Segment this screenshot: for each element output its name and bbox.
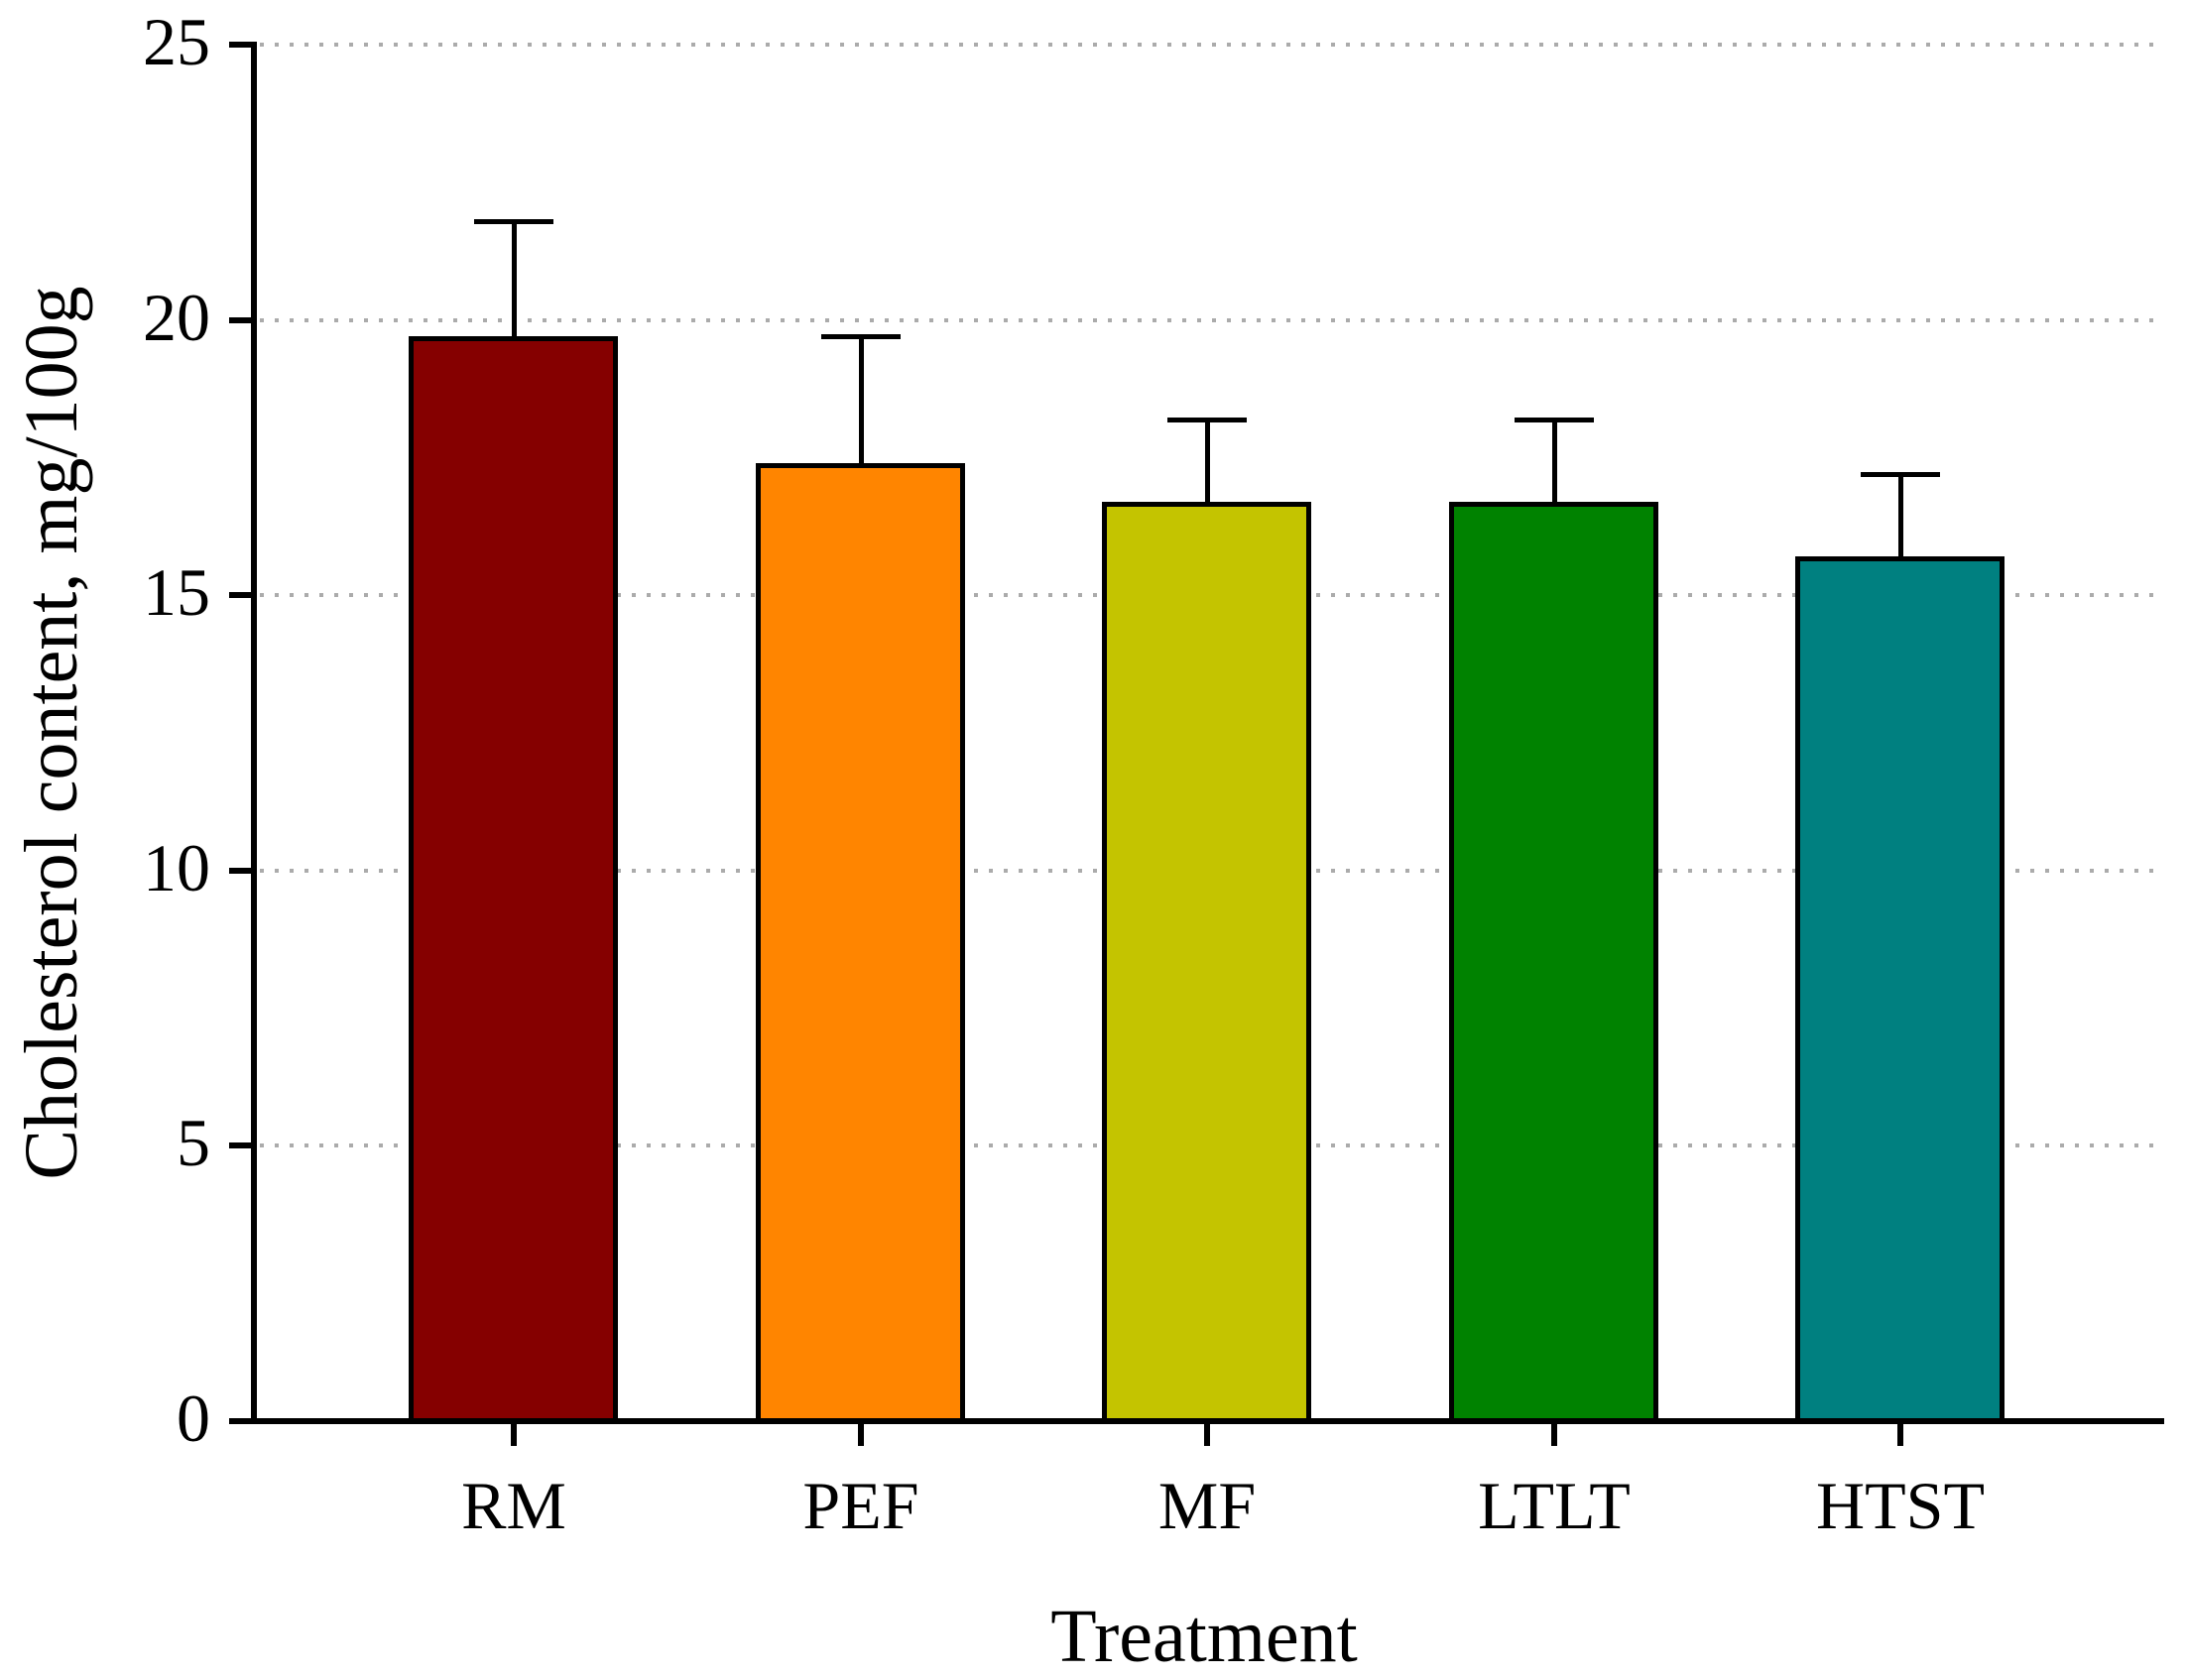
y-tick-label-0: 0 bbox=[177, 1380, 210, 1456]
x-tick-label-LTLT: LTLT bbox=[1478, 1468, 1631, 1543]
error-bar-cap-RM bbox=[474, 219, 553, 224]
bar-RM bbox=[409, 336, 618, 1424]
x-tick-PEF bbox=[858, 1421, 864, 1446]
y-tick-25 bbox=[229, 42, 251, 48]
y-tick-label-10: 10 bbox=[143, 830, 210, 905]
y-tick-label-25: 25 bbox=[143, 4, 210, 79]
bar-LTLT bbox=[1449, 502, 1658, 1424]
y-axis-line bbox=[251, 42, 257, 1424]
error-bar-line-LTLT bbox=[1552, 420, 1557, 504]
gridline-20 bbox=[260, 318, 2164, 322]
x-tick-MF bbox=[1204, 1421, 1210, 1446]
x-axis-title: Treatment bbox=[1050, 1595, 1358, 1678]
gridline-25 bbox=[260, 43, 2164, 47]
y-tick-label-5: 5 bbox=[177, 1105, 210, 1180]
error-bar-cap-MF bbox=[1167, 418, 1247, 422]
y-tick-label-20: 20 bbox=[143, 280, 210, 355]
y-tick-20 bbox=[229, 317, 251, 323]
error-bar-line-MF bbox=[1205, 420, 1210, 504]
x-tick-label-RM: RM bbox=[461, 1468, 566, 1543]
error-bar-cap-HTST bbox=[1861, 472, 1940, 477]
x-axis-line bbox=[251, 1418, 2164, 1424]
y-tick-15 bbox=[229, 592, 251, 598]
x-tick-RM bbox=[511, 1421, 517, 1446]
x-tick-label-PEF: PEF bbox=[802, 1468, 919, 1543]
x-tick-LTLT bbox=[1551, 1421, 1557, 1446]
y-tick-10 bbox=[229, 868, 251, 874]
y-tick-0 bbox=[229, 1418, 251, 1424]
bar-PEF bbox=[756, 463, 965, 1424]
y-tick-5 bbox=[229, 1142, 251, 1148]
y-tick-label-15: 15 bbox=[143, 554, 210, 630]
error-bar-cap-PEF bbox=[821, 334, 901, 339]
x-tick-HTST bbox=[1897, 1421, 1903, 1446]
error-bar-line-PEF bbox=[859, 336, 864, 465]
bar-MF bbox=[1102, 502, 1311, 1424]
y-axis-title: Cholesterol content, mg/100g bbox=[10, 286, 93, 1180]
error-bar-line-HTST bbox=[1898, 474, 1903, 558]
error-bar-line-RM bbox=[512, 221, 517, 338]
error-bar-cap-LTLT bbox=[1515, 418, 1594, 422]
x-tick-label-MF: MF bbox=[1157, 1468, 1257, 1543]
bar-HTST bbox=[1795, 556, 2005, 1424]
x-tick-label-HTST: HTST bbox=[1816, 1468, 1985, 1543]
